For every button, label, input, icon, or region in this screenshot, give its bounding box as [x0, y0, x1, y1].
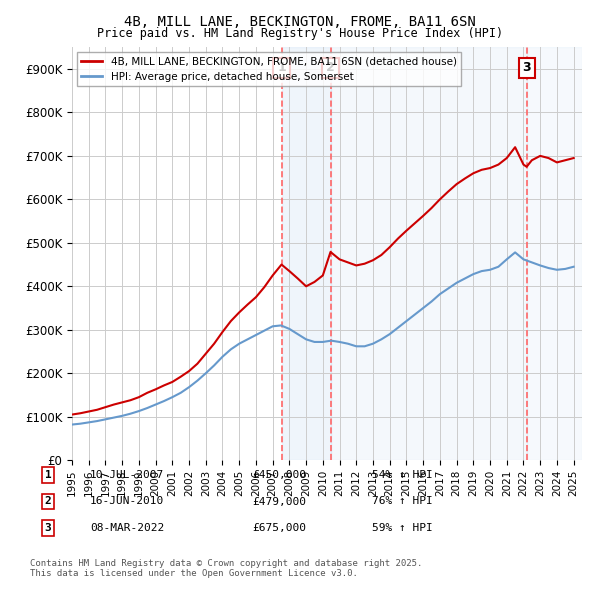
Text: 16-JUN-2010: 16-JUN-2010	[90, 497, 164, 506]
Text: 08-MAR-2022: 08-MAR-2022	[90, 523, 164, 533]
Text: £450,000: £450,000	[252, 470, 306, 480]
Text: 2: 2	[326, 61, 335, 74]
Text: 10-JUL-2007: 10-JUL-2007	[90, 470, 164, 480]
Text: 1: 1	[44, 470, 52, 480]
Bar	[331, 47, 527, 460]
Text: 59% ↑ HPI: 59% ↑ HPI	[372, 523, 433, 533]
Text: 1: 1	[277, 61, 286, 74]
Text: 3: 3	[523, 61, 531, 74]
Text: 54% ↑ HPI: 54% ↑ HPI	[372, 470, 433, 480]
Text: Contains HM Land Registry data © Crown copyright and database right 2025.
This d: Contains HM Land Registry data © Crown c…	[30, 559, 422, 578]
Bar	[281, 47, 331, 460]
Text: 4B, MILL LANE, BECKINGTON, FROME, BA11 6SN: 4B, MILL LANE, BECKINGTON, FROME, BA11 6…	[124, 15, 476, 29]
Bar	[527, 47, 582, 460]
Text: 3: 3	[44, 523, 52, 533]
Legend: 4B, MILL LANE, BECKINGTON, FROME, BA11 6SN (detached house), HPI: Average price,: 4B, MILL LANE, BECKINGTON, FROME, BA11 6…	[77, 53, 461, 86]
Text: 2: 2	[44, 497, 52, 506]
Text: £675,000: £675,000	[252, 523, 306, 533]
Text: £479,000: £479,000	[252, 497, 306, 506]
Text: Price paid vs. HM Land Registry's House Price Index (HPI): Price paid vs. HM Land Registry's House …	[97, 27, 503, 40]
Text: 76% ↑ HPI: 76% ↑ HPI	[372, 497, 433, 506]
